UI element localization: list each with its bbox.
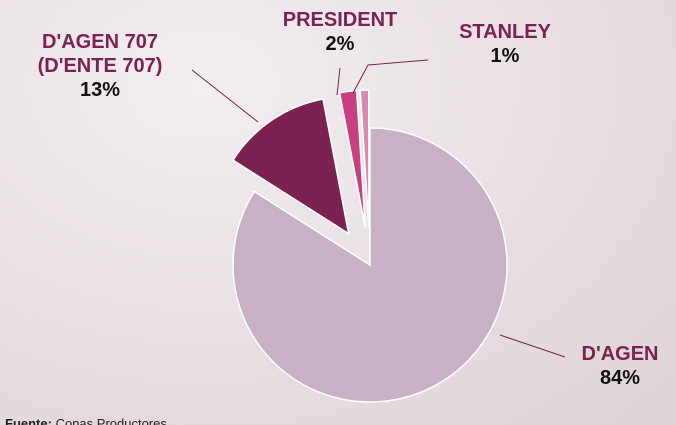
category-label: D'AGEN <box>581 343 659 365</box>
pie-slice <box>231 98 350 236</box>
slice-label: D'AGEN 707 (D'ENTE 707) 13% <box>0 30 200 102</box>
category-label: STANLEY <box>459 21 551 43</box>
value-label: 13% <box>79 79 121 101</box>
pie-slice <box>338 89 366 228</box>
source-text: Conas Productores <box>55 416 167 425</box>
value-label: 1% <box>490 45 520 67</box>
leader-line <box>336 67 341 96</box>
slice-label: STANLEY 1% <box>435 20 575 68</box>
leader-line <box>499 334 566 358</box>
value-label: 2% <box>325 33 355 55</box>
source-label: Fuente: <box>5 416 52 425</box>
value-label: 84% <box>599 367 641 389</box>
category-label: PRESIDENT <box>282 9 398 31</box>
slice-label: D'AGEN 84% <box>560 342 676 390</box>
leader-line <box>352 59 429 94</box>
pie-slice <box>232 127 508 403</box>
category-label: D'AGEN 707 (D'ENTE 707) <box>37 31 163 77</box>
pie-slice <box>359 89 370 228</box>
source: Fuente: Conas Productores <box>5 416 167 425</box>
leader-line <box>191 69 259 123</box>
slice-label: PRESIDENT 2% <box>270 8 410 56</box>
